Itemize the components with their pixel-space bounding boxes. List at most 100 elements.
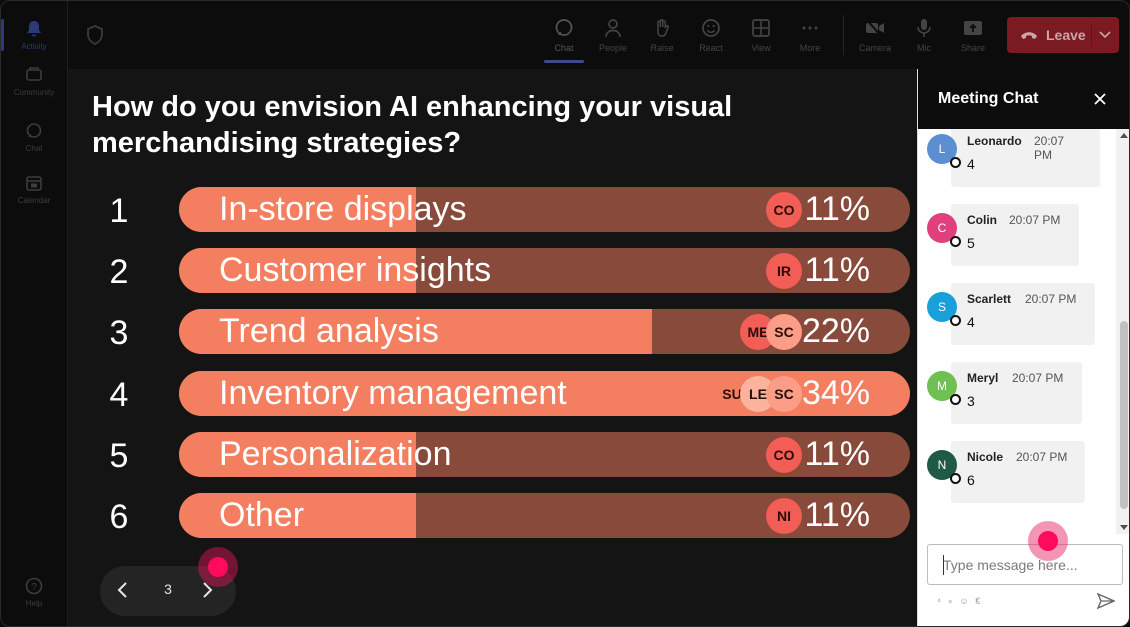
- toolbar-share-label: Share: [960, 43, 986, 53]
- chat-scrollbar[interactable]: [1116, 129, 1129, 534]
- message-bubble: Nicole 20:07 PM 6: [951, 441, 1085, 503]
- poll-option-percentage: 22%: [801, 312, 870, 350]
- voter-avatar: CO: [766, 192, 802, 228]
- voter-avatar: SC: [766, 376, 802, 412]
- scroll-up-arrow[interactable]: [1120, 133, 1128, 138]
- poll-option-percentage: 11%: [804, 190, 870, 228]
- toolbar-chat-button[interactable]: Chat: [542, 9, 586, 63]
- toolbar-mic-button[interactable]: Mic: [902, 9, 946, 61]
- poll-option-percentage: 11%: [804, 435, 870, 473]
- presence-status-dot: [950, 315, 961, 326]
- left-rail: Activity Community Chat Calendar ? Help: [1, 1, 68, 626]
- poll-option-row[interactable]: 2 Customer insights IR 11%: [68, 248, 917, 294]
- chevron-down-icon[interactable]: [1098, 27, 1112, 44]
- toolbar-react-label: React: [699, 43, 723, 53]
- message-time: 20:07 PM: [1025, 292, 1077, 306]
- help-icon: ?: [24, 576, 44, 596]
- toolbar-people-button[interactable]: People: [591, 9, 635, 61]
- chevron-right-icon[interactable]: [200, 579, 214, 606]
- chat-bubble-icon: [553, 17, 575, 39]
- rail-help-label: Help: [25, 599, 43, 608]
- poll-result-bar: In-store displays CO 11%: [179, 187, 910, 232]
- poll-result-fill: [179, 248, 416, 293]
- toolbar-share-button[interactable]: Share: [951, 9, 995, 61]
- chat-header: Meeting Chat: [918, 69, 1129, 129]
- leave-divider: [1091, 23, 1092, 47]
- toolbar-people-label: People: [598, 43, 628, 53]
- more-dots-icon: [799, 17, 821, 39]
- send-icon[interactable]: [1096, 592, 1116, 614]
- poll-result-fill: [179, 493, 416, 538]
- poll-result-bar: Trend analysis ME SC 22%: [179, 309, 910, 354]
- poll-option-label: Personalization: [219, 435, 452, 473]
- grid-view-icon: [750, 17, 772, 39]
- scroll-down-arrow[interactable]: [1120, 525, 1128, 530]
- toolbar-mic-label: Mic: [917, 43, 931, 53]
- meeting-chat-panel: Meeting Chat Leonardo 20:07 PM 4 L Colin 20:0…: [917, 69, 1129, 626]
- leave-button[interactable]: Leave: [1007, 17, 1119, 53]
- toolbar-camera-button[interactable]: Camera: [853, 9, 897, 61]
- poll-option-label: In-store displays: [219, 190, 467, 228]
- toolbar-chat-label: Chat: [554, 43, 574, 53]
- rail-community-label: Community: [13, 88, 55, 97]
- chevron-left-icon[interactable]: [116, 579, 130, 606]
- close-icon[interactable]: [1091, 90, 1109, 113]
- toolbar-more-button[interactable]: More: [788, 9, 832, 61]
- bell-icon: [24, 19, 44, 39]
- toolbar-view-button[interactable]: View: [739, 9, 783, 61]
- message-text: 6: [967, 472, 975, 488]
- poll-result-bar: Customer insights IR 11%: [179, 248, 910, 293]
- message-sender: Leonardo: [967, 134, 1022, 148]
- chat-message-input[interactable]: [928, 545, 1122, 584]
- poll-question: How do you envision AI enhancing your vi…: [92, 91, 733, 159]
- message-text: 4: [967, 156, 975, 172]
- hang-up-icon: [1020, 27, 1038, 43]
- poll-option-row[interactable]: 3 Trend analysis ME SC 22%: [68, 309, 917, 355]
- poll-result-bar: Other NI 11%: [179, 493, 910, 538]
- poll-option-number: 6: [109, 498, 129, 536]
- poll-option-number: 1: [109, 192, 129, 230]
- rail-help[interactable]: ? Help: [4, 568, 64, 616]
- toolbar-raise-button[interactable]: Raise: [640, 9, 684, 61]
- chat-message: Colin 20:07 PM 5 C: [918, 189, 1115, 266]
- shield-icon: [86, 25, 104, 50]
- poll-option-row[interactable]: 6 Other NI 11%: [68, 493, 917, 539]
- poll-option-row[interactable]: 1 In-store displays CO 11%: [68, 187, 917, 233]
- poll-option-row[interactable]: 5 Personalization CO 11%: [68, 432, 917, 478]
- click-indicator-chat: [1028, 521, 1068, 561]
- chat-message-list[interactable]: Leonardo 20:07 PM 4 L Colin 20:07 PM 5 C Scarlet…: [918, 129, 1115, 534]
- poll-result-fill: [179, 187, 416, 232]
- format-toolbar[interactable]: ⁴ ∘ ☺ €: [937, 596, 983, 606]
- message-time: 20:07 PM: [1009, 213, 1061, 227]
- text-caret: [943, 555, 944, 575]
- message-sender: Scarlett: [967, 292, 1012, 306]
- rail-calendar[interactable]: Calendar: [4, 165, 64, 213]
- chat-message: Meryl 20:07 PM 3 M: [918, 347, 1115, 424]
- toolbar-raise-label: Raise: [650, 43, 674, 53]
- smiley-icon: [700, 17, 722, 39]
- rail-chat[interactable]: Chat: [4, 113, 64, 161]
- message-bubble: Scarlett 20:07 PM 4: [951, 283, 1095, 345]
- raise-hand-icon: [651, 17, 673, 39]
- rail-activity-label: Activity: [21, 42, 47, 51]
- message-time: 20:07 PM: [1016, 450, 1068, 464]
- rail-community[interactable]: Community: [4, 57, 64, 105]
- chat-input-box[interactable]: [927, 544, 1123, 585]
- rail-calendar-label: Calendar: [17, 196, 51, 205]
- chat-message: Nicole 20:07 PM 6 N: [918, 426, 1115, 503]
- toolbar-react-button[interactable]: React: [689, 9, 733, 61]
- share-screen-icon: [962, 17, 984, 39]
- poll-option-label: Inventory management: [219, 374, 567, 412]
- poll-option-percentage: 34%: [801, 374, 870, 412]
- rail-activity[interactable]: Activity: [1, 11, 64, 59]
- presence-status-dot: [950, 473, 961, 484]
- message-text: 4: [967, 314, 975, 330]
- poll-option-row[interactable]: 4 Inventory management SU LE SC 34%: [68, 371, 917, 417]
- message-time: 20:07 PM: [1034, 134, 1065, 162]
- scroll-thumb[interactable]: [1120, 321, 1128, 509]
- poll-result-fill: [179, 432, 416, 477]
- calendar-icon: [24, 173, 44, 193]
- voter-avatar: NI: [766, 498, 802, 534]
- presence-status-dot: [950, 394, 961, 405]
- click-indicator: [198, 547, 238, 587]
